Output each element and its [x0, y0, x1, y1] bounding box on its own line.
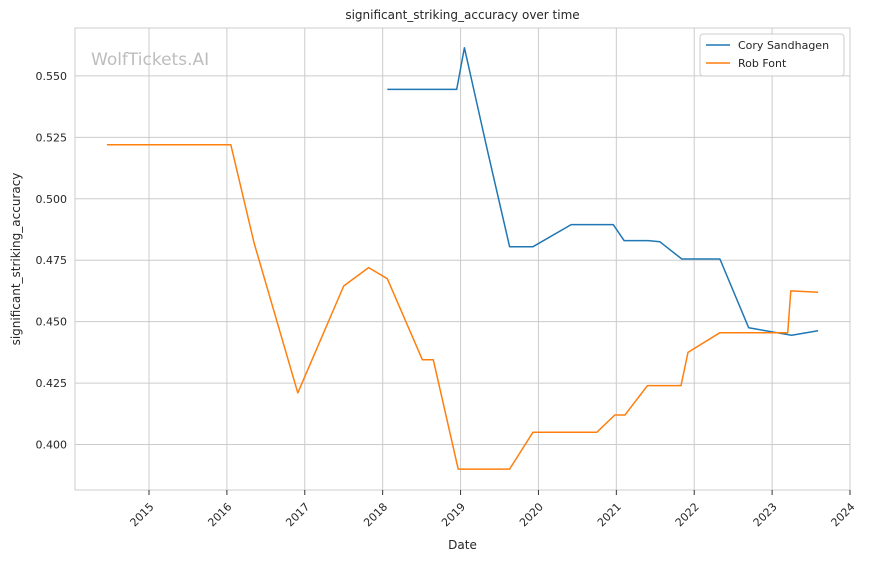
chart-title: significant_striking_accuracy over time	[345, 8, 579, 22]
legend-entry-label: Cory Sandhagen	[738, 39, 829, 52]
y-tick-label: 0.450	[36, 316, 68, 329]
y-tick-label: 0.425	[36, 377, 68, 390]
legend-box	[699, 33, 845, 77]
legend-entry-label: Rob Font	[738, 57, 787, 70]
series-line	[387, 46, 819, 336]
series-line	[106, 143, 819, 470]
y-axis-ticks: 0.400 0.425 0.450 0.475 0.500 0.525 0.550	[36, 70, 68, 452]
legend: Cory Sandhagen Rob Font	[699, 33, 845, 77]
y-tick-label: 0.500	[36, 193, 68, 206]
y-tick-label: 0.475	[36, 254, 68, 267]
watermark: WolfTickets.AI	[91, 50, 209, 70]
plot-area-frame	[74, 27, 851, 491]
series-layer	[106, 46, 819, 470]
y-tick-label: 0.400	[36, 439, 68, 452]
y-axis-label: significant_striking_accuracy	[9, 173, 23, 346]
y-tick-label: 0.550	[36, 70, 68, 83]
y-tick-label: 0.525	[36, 131, 68, 144]
x-axis-label: Date	[448, 538, 477, 552]
